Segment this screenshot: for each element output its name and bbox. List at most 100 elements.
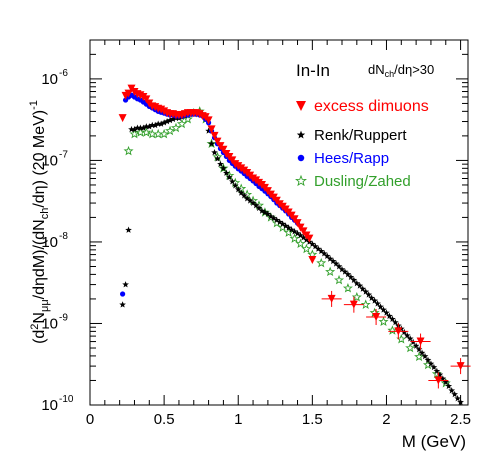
data-point-renk-ruppert <box>143 123 150 130</box>
data-point-renk-ruppert <box>383 309 390 316</box>
data-point-renk-ruppert <box>359 285 367 292</box>
data-point-renk-ruppert <box>240 192 248 199</box>
data-point-renk-ruppert <box>231 182 239 189</box>
data-point-renk-ruppert <box>217 160 224 167</box>
data-point-renk-ruppert <box>226 173 233 181</box>
y-tick-exponent: -6 <box>59 68 68 79</box>
data-point-renk-ruppert <box>267 213 275 220</box>
data-point-excess-dimuons <box>305 234 314 243</box>
data-point-dusling-zahed <box>414 351 425 362</box>
legend-marker <box>295 174 307 187</box>
data-point-excess-dimuons <box>293 219 302 228</box>
data-point-renk-ruppert <box>291 228 298 235</box>
data-point-renk-ruppert <box>294 229 301 237</box>
data-point-renk-ruppert <box>131 125 138 133</box>
data-point-renk-ruppert <box>228 178 236 185</box>
data-point-dusling-zahed <box>165 125 176 136</box>
legend-marker <box>296 130 306 139</box>
data-point-dusling-zahed <box>405 342 416 353</box>
data-point-excess-dimuons <box>204 116 213 125</box>
data-point-renk-ruppert <box>270 214 278 222</box>
data-point-excess-dimuons <box>213 137 222 146</box>
data-point-renk-ruppert <box>433 367 441 374</box>
data-point-renk-ruppert <box>211 149 218 156</box>
data-point-renk-ruppert <box>300 234 307 241</box>
data-point-renk-ruppert <box>134 124 141 131</box>
data-point-dusling-zahed <box>440 377 451 388</box>
data-point-excess-dimuons <box>219 145 228 154</box>
data-point-renk-ruppert <box>273 216 281 223</box>
data-point-renk-ruppert <box>234 185 242 193</box>
data-point-renk-ruppert <box>368 294 375 301</box>
data-point-renk-ruppert <box>430 363 438 371</box>
data-point-renk-ruppert <box>160 119 168 126</box>
y-axis-label: (d2Nμμ/dηdM)/(dNch/dη) (20 MeV)-1 <box>28 100 51 344</box>
data-point-renk-ruppert <box>249 199 257 206</box>
data-point-excess-dimuons <box>118 114 127 123</box>
data-point-renk-ruppert <box>356 282 364 289</box>
data-point-renk-ruppert <box>389 315 396 322</box>
x-tick-label: 2.5 <box>450 411 471 428</box>
series-renk-ruppert <box>119 109 464 406</box>
data-point-renk-ruppert <box>128 125 135 133</box>
data-point-excess-dimuons <box>124 89 133 98</box>
data-point-renk-ruppert <box>344 270 352 278</box>
data-point-renk-ruppert <box>237 189 245 196</box>
data-point-renk-ruppert <box>151 121 159 129</box>
data-point-renk-ruppert <box>418 349 426 356</box>
x-axis-label: M (GeV) <box>402 432 466 451</box>
data-point-dusling-zahed <box>141 127 152 137</box>
data-point-renk-ruppert <box>137 124 144 131</box>
data-point-excess-dimuons <box>207 125 216 134</box>
data-point-renk-ruppert <box>386 312 393 319</box>
data-point-renk-ruppert <box>205 127 212 134</box>
annotation-cut: dNch/dη>30 <box>368 62 434 79</box>
x-tick-label: 1 <box>234 411 242 428</box>
annotation-system: In-In <box>296 61 330 80</box>
data-point-dusling-zahed <box>295 238 306 249</box>
data-point-excess-dimuons <box>210 131 219 140</box>
data-point-dusling-zahed <box>378 316 389 327</box>
plot-frame <box>89 39 469 406</box>
data-point-renk-ruppert <box>371 297 378 304</box>
legend-label: excess dimuons <box>314 98 429 115</box>
data-point-dusling-zahed <box>123 145 134 156</box>
data-point-renk-ruppert <box>448 387 456 394</box>
data-point-renk-ruppert <box>145 123 153 130</box>
legend-label: Renk/Ruppert <box>314 127 407 144</box>
data-point-renk-ruppert <box>392 318 399 326</box>
x-tick-label: 0.5 <box>154 411 175 428</box>
y-tick-label: 10 <box>41 315 58 332</box>
data-point-dusling-zahed <box>218 163 229 173</box>
x-tick-label: 0 <box>86 411 94 428</box>
data-point-renk-ruppert <box>288 226 295 233</box>
data-marks <box>118 84 471 406</box>
data-point-renk-ruppert <box>454 395 461 402</box>
data-point-dusling-zahed <box>159 128 170 139</box>
legend-marker <box>297 154 305 162</box>
data-point-renk-ruppert <box>258 207 266 214</box>
data-point-renk-ruppert <box>264 210 272 217</box>
data-point-renk-ruppert <box>365 291 373 298</box>
data-point-renk-ruppert <box>320 250 328 257</box>
x-tick-label: 2 <box>382 411 390 428</box>
data-point-renk-ruppert <box>276 218 284 225</box>
legend-label: Dusling/Zahed <box>314 173 411 190</box>
data-point-renk-ruppert <box>457 398 464 406</box>
data-point-renk-ruppert <box>252 201 260 209</box>
data-point-dusling-zahed <box>301 243 312 254</box>
series-excess-dimuons <box>118 84 471 389</box>
data-point-dusling-zahed <box>342 283 353 293</box>
data-point-renk-ruppert <box>377 303 384 310</box>
data-point-renk-ruppert <box>323 252 331 259</box>
data-point-renk-ruppert <box>362 288 370 295</box>
data-point-renk-ruppert <box>317 247 325 255</box>
data-point-renk-ruppert <box>451 390 458 398</box>
legend-marker <box>296 101 306 111</box>
data-point-renk-ruppert <box>169 115 177 123</box>
data-point-renk-ruppert <box>326 255 334 262</box>
y-tick-label: 10 <box>41 397 58 414</box>
data-point-excess-dimuons <box>327 294 336 303</box>
data-point-renk-ruppert <box>246 197 254 204</box>
